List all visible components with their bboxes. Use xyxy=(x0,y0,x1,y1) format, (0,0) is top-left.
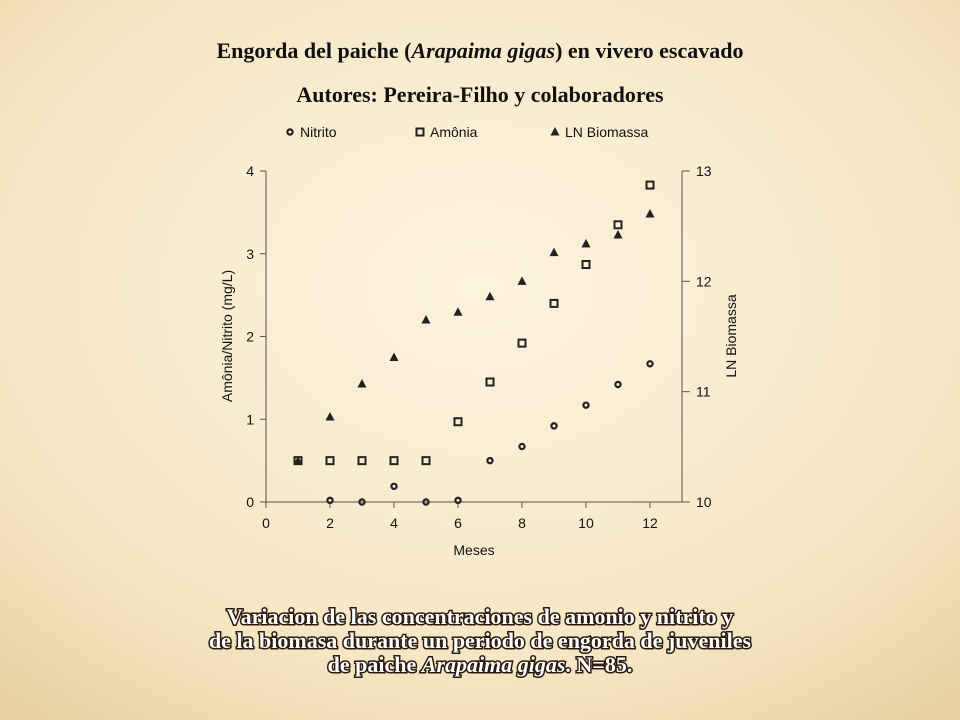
marker-circle xyxy=(486,456,494,465)
caption-part: de la biomasa durante un periodo de engo… xyxy=(209,628,752,653)
y-axis-label: Amônia/Nitrito (mg/L) xyxy=(219,270,235,402)
y2-tick-label: 11 xyxy=(696,384,711,400)
marker-circle xyxy=(358,498,366,506)
x-tick-label: 6 xyxy=(454,515,462,531)
marker-triangle xyxy=(293,456,303,465)
y2-tick-label: 10 xyxy=(696,494,712,510)
marker-square xyxy=(357,456,367,466)
marker-circle xyxy=(582,401,590,409)
marker-triangle xyxy=(325,412,335,421)
marker-triangle xyxy=(645,209,655,218)
legend-label: LN Biomassa xyxy=(565,124,648,140)
marker-triangle xyxy=(485,291,495,301)
caption-part: de paiche xyxy=(328,652,422,677)
marker-circle xyxy=(390,482,398,490)
y-tick-label: 0 xyxy=(246,494,254,510)
marker-square xyxy=(325,456,335,466)
caption-part: Variacion de las concentraciones de amon… xyxy=(227,604,733,629)
marker-circle xyxy=(550,422,558,430)
y2-tick-label: 13 xyxy=(696,163,712,179)
y2-axis-label: LN Biomassa xyxy=(723,294,739,377)
marker-square xyxy=(415,127,425,137)
x-tick-label: 8 xyxy=(518,515,526,531)
marker-triangle xyxy=(357,378,367,388)
legend-label: Amônia xyxy=(430,124,478,140)
y-tick-label: 4 xyxy=(246,163,254,179)
marker-circle xyxy=(326,496,334,505)
x-tick-label: 4 xyxy=(390,515,398,531)
caption-line: de la biomasa durante un periodo de engo… xyxy=(209,628,752,653)
y2-tick-label: 12 xyxy=(696,273,712,289)
x-tick-label: 2 xyxy=(326,515,334,531)
subtitle: Autores: Pereira-Filho y colaboradores xyxy=(296,82,664,107)
marker-triangle xyxy=(389,352,399,361)
marker-triangle xyxy=(613,229,623,239)
y-tick-label: 2 xyxy=(246,329,254,345)
x-tick-label: 10 xyxy=(578,515,594,531)
marker-triangle xyxy=(517,276,527,285)
marker-square xyxy=(485,377,495,387)
marker-square xyxy=(581,260,591,270)
marker-circle xyxy=(518,442,526,451)
y-tick-label: 3 xyxy=(246,246,254,262)
marker-triangle xyxy=(549,247,559,257)
legend-label: Nitrito xyxy=(300,124,337,140)
caption-line: de paiche Arapaima gigas. N=85. xyxy=(328,652,633,677)
marker-square xyxy=(389,456,399,466)
x-tick-label: 0 xyxy=(262,515,270,531)
marker-triangle xyxy=(421,314,431,324)
marker-square xyxy=(517,338,527,348)
caption-part: . N=85. xyxy=(565,652,632,677)
caption-line: Variacion de las concentraciones de amon… xyxy=(227,604,733,629)
marker-square xyxy=(453,417,463,427)
title: Engorda del paiche (Arapaima gigas) en v… xyxy=(216,38,743,63)
title-part: ) en vivero escavado xyxy=(555,38,743,63)
marker-circle xyxy=(646,360,654,368)
marker-circle xyxy=(614,380,622,389)
caption-part: Arapaima gigas xyxy=(420,652,566,677)
marker-triangle xyxy=(581,238,591,248)
marker-circle xyxy=(286,128,294,136)
marker-square xyxy=(613,220,623,230)
marker-square xyxy=(645,180,655,190)
marker-circle xyxy=(422,498,430,506)
marker-triangle xyxy=(550,127,560,136)
title-part: Arapaima gigas xyxy=(409,38,555,63)
marker-circle xyxy=(454,496,462,505)
x-tick-label: 12 xyxy=(642,515,658,531)
marker-triangle xyxy=(453,307,463,316)
marker-square xyxy=(549,298,559,308)
y-tick-label: 1 xyxy=(246,411,254,427)
x-axis-label: Meses xyxy=(453,542,494,558)
title-part: Engorda del paiche ( xyxy=(216,38,411,63)
marker-square xyxy=(421,456,431,466)
